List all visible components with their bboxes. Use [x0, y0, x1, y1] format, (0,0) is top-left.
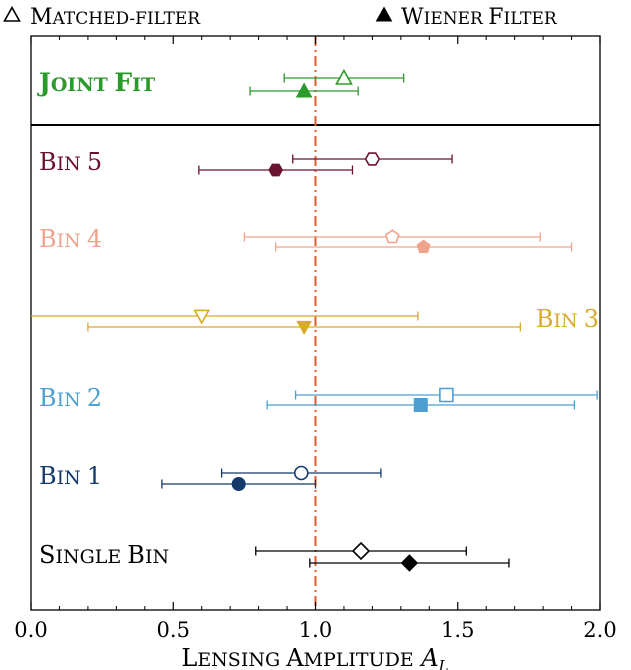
legend-marker-open — [3, 5, 21, 22]
legend-label-open: MATCHED-FILTER — [30, 5, 201, 30]
row-label: BIN 4 — [39, 225, 102, 253]
x-tick-label: 0.5 — [157, 618, 190, 642]
filled-marker — [296, 320, 312, 336]
open-marker — [193, 309, 211, 325]
row-bin-3: BIN 3 — [31, 305, 599, 336]
row-single-bin: SINGLE BIN — [39, 541, 510, 572]
row-bin-1: BIN 1 — [39, 462, 382, 491]
legend: MATCHED-FILTER WIENER FILTER — [3, 5, 558, 30]
open-marker — [293, 465, 309, 481]
row-joint-fit: JOINT FIT — [37, 68, 405, 98]
filled-marker — [295, 82, 313, 98]
plot-area: JOINT FIT BIN 5 BIN 4 BIN 3 BIN 2 BIN 1 SINGLE… — [30, 35, 601, 611]
open-marker — [439, 387, 454, 403]
row-bin-2: BIN 2 — [39, 384, 598, 412]
filled-marker — [231, 477, 246, 491]
row-label: BIN 5 — [39, 148, 102, 176]
row-label: BIN 1 — [39, 462, 102, 490]
row-bin-4: BIN 4 — [39, 225, 573, 254]
filled-marker — [400, 554, 419, 572]
row-label: JOINT FIT — [37, 68, 155, 97]
row-label: SINGLE BIN — [39, 541, 169, 569]
row-label: BIN 2 — [39, 384, 102, 412]
x-tick-label: 1.0 — [299, 618, 332, 642]
row-bin-5: BIN 5 — [39, 148, 453, 177]
x-axis: 0.0 0.5 1.0 1.5 2.0 LENSING AMPLITUDE AL — [14, 36, 617, 670]
x-axis-label: LENSING AMPLITUDE AL — [181, 644, 448, 670]
open-marker — [384, 229, 400, 244]
filled-marker — [416, 239, 431, 254]
legend-label-filled: WIENER FILTER — [401, 5, 558, 30]
row-label: BIN 3 — [536, 305, 599, 333]
x-tick-label: 0.0 — [14, 618, 47, 642]
open-marker — [335, 68, 353, 85]
open-marker — [364, 152, 381, 166]
x-tick-label: 2.0 — [583, 618, 616, 642]
open-marker — [351, 541, 371, 561]
legend-marker-filled — [375, 6, 393, 22]
filled-marker — [268, 163, 284, 177]
x-tick-label: 1.5 — [441, 618, 474, 642]
filled-marker — [413, 398, 428, 412]
